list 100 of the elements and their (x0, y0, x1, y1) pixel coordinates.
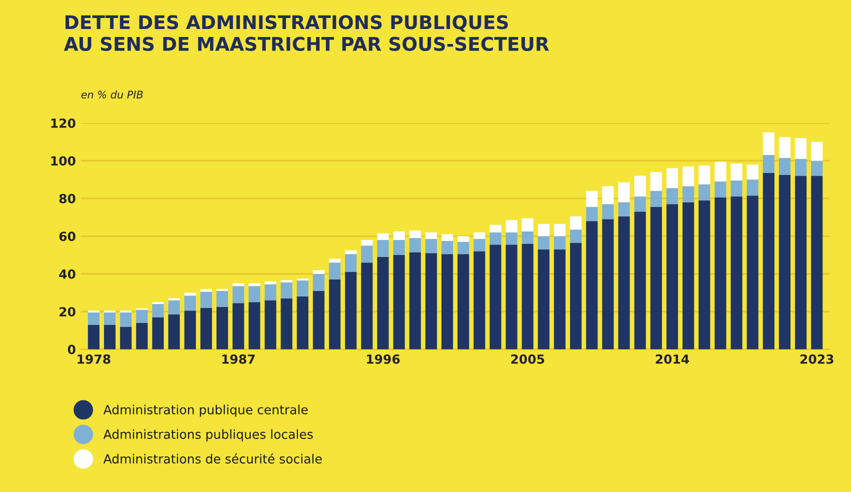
bar (602, 186, 614, 204)
bar (586, 221, 598, 350)
bar (666, 204, 678, 350)
bar (425, 238, 437, 254)
bar (490, 232, 502, 245)
bar (650, 172, 662, 191)
bar (698, 200, 710, 350)
bar (136, 322, 148, 350)
bar (88, 324, 100, 350)
bar (522, 218, 534, 232)
bar (377, 233, 389, 240)
bar (264, 284, 276, 300)
bar (200, 292, 212, 308)
bar (328, 258, 341, 263)
bar (458, 236, 470, 242)
bar (570, 242, 582, 350)
bar (730, 164, 742, 181)
bar (570, 216, 582, 230)
y-tick-label: 60 (59, 232, 76, 242)
bar (88, 312, 100, 325)
bar (698, 184, 710, 200)
bar (522, 244, 534, 350)
x-tick-label: 2023 (800, 354, 834, 364)
legend-label: Administration publique centrale (103, 404, 308, 417)
bar (811, 176, 823, 350)
bar (762, 155, 774, 173)
y-tick-label: 40 (59, 269, 76, 279)
bar (506, 220, 518, 232)
bar (714, 162, 726, 182)
bar (152, 304, 164, 318)
bar (248, 302, 260, 350)
y-tick-label: 100 (51, 156, 76, 166)
bar (296, 296, 308, 350)
y-tick-label: 80 (59, 194, 76, 204)
bar (714, 197, 726, 350)
bar (538, 249, 550, 350)
bar (650, 190, 662, 207)
bar (778, 158, 791, 175)
bar (377, 240, 389, 257)
chart-title: DETTE DES ADMINISTRATIONS PUBLIQUES AU SENS DE MAASTRICHT PAR SOUS-SECTEUR (64, 15, 550, 51)
bar (136, 310, 148, 323)
bar (795, 158, 807, 176)
bar (554, 224, 566, 236)
bar (682, 186, 694, 202)
bar (811, 160, 823, 176)
bar (345, 272, 357, 350)
bar (586, 190, 598, 207)
bar (586, 206, 598, 222)
bar (216, 306, 228, 350)
y-tick-label: 120 (51, 118, 76, 128)
x-tick-label: 2005 (511, 354, 544, 364)
bar (296, 280, 308, 297)
bar (377, 256, 389, 350)
legend-label: Administrations publiques locales (103, 429, 313, 442)
bar (682, 202, 694, 350)
bar (168, 314, 180, 350)
bar (778, 174, 791, 350)
bar (441, 240, 454, 254)
bar (393, 240, 405, 256)
bar (232, 303, 244, 350)
bar (312, 274, 324, 291)
x-tick-label: 1987 (222, 354, 255, 364)
bar (730, 180, 742, 197)
bar (425, 232, 437, 239)
bar (280, 282, 292, 298)
bar (312, 290, 324, 350)
legend-label: Administrations de sécurité sociale (103, 453, 322, 464)
bar (778, 137, 791, 158)
y-tick-label: 20 (60, 307, 76, 317)
bar (184, 292, 196, 296)
bar (393, 255, 405, 350)
bar (361, 262, 373, 350)
bar (650, 206, 662, 350)
bar (104, 324, 116, 350)
bar (795, 176, 807, 350)
bar (682, 166, 694, 186)
bar (184, 310, 196, 350)
bar (409, 238, 421, 252)
bar (120, 312, 132, 327)
bar (200, 288, 212, 292)
bar (714, 181, 726, 198)
bar (506, 232, 518, 245)
bar (264, 300, 276, 350)
bar (490, 224, 502, 232)
bar (746, 196, 758, 350)
bar (746, 180, 758, 196)
bar (602, 219, 614, 350)
bar (538, 224, 550, 236)
bar (168, 300, 180, 314)
bar (393, 231, 405, 240)
bar (762, 172, 774, 350)
bar (490, 244, 502, 350)
bar (361, 246, 373, 263)
y-axis-title: en % du PIB (81, 90, 143, 99)
x-tick-label: 2014 (656, 354, 690, 364)
bar (795, 138, 807, 159)
bar (602, 204, 614, 220)
bar (409, 252, 421, 350)
bar (345, 250, 357, 254)
bar (634, 212, 646, 350)
